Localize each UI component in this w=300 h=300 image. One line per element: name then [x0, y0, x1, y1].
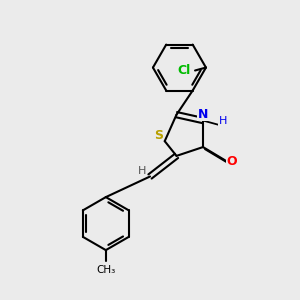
Text: CH₃: CH₃: [96, 265, 116, 275]
Text: O: O: [226, 155, 237, 168]
Text: H: H: [138, 166, 146, 176]
Text: S: S: [154, 129, 163, 142]
Text: N: N: [198, 108, 208, 121]
Text: H: H: [218, 116, 227, 126]
Text: Cl: Cl: [178, 64, 191, 77]
